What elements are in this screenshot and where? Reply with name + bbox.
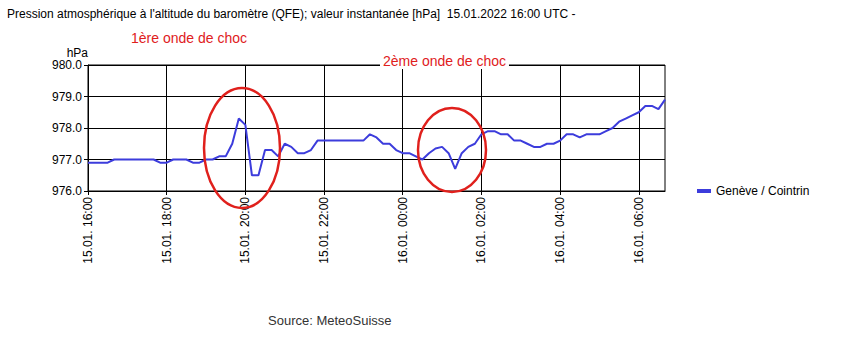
- svg-text:15.01. 20:00: 15.01. 20:00: [238, 197, 253, 264]
- svg-text:977.0: 977.0: [52, 153, 82, 167]
- svg-text:980.0: 980.0: [52, 58, 82, 72]
- svg-text:hPa: hPa: [66, 46, 88, 60]
- svg-text:979.0: 979.0: [52, 90, 82, 104]
- svg-text:16.01. 04:00: 16.01. 04:00: [553, 197, 567, 264]
- svg-text:Source: MeteoSuisse: Source: MeteoSuisse: [268, 313, 392, 328]
- svg-text:Genève / Cointrin: Genève / Cointrin: [716, 184, 809, 198]
- svg-text:2ème onde de choc: 2ème onde de choc: [383, 53, 506, 69]
- svg-text:15.01. 16:00: 15.01. 16:00: [81, 197, 95, 264]
- svg-text:16.01. 06:00: 16.01. 06:00: [632, 197, 646, 264]
- svg-text:16.01. 00:00: 16.01. 00:00: [396, 197, 410, 264]
- svg-text:15.01. 18:00: 15.01. 18:00: [160, 197, 174, 264]
- svg-text:978.0: 978.0: [52, 121, 82, 135]
- svg-text:976.0: 976.0: [52, 184, 82, 198]
- svg-text:16.01. 02:00: 16.01. 02:00: [474, 197, 488, 264]
- svg-text:15.01. 22:00: 15.01. 22:00: [317, 197, 331, 264]
- svg-text:Pression atmosphérique à l'alt: Pression atmosphérique à l'altitude du b…: [7, 7, 576, 21]
- svg-text:1ère onde de choc: 1ère onde de choc: [131, 30, 247, 46]
